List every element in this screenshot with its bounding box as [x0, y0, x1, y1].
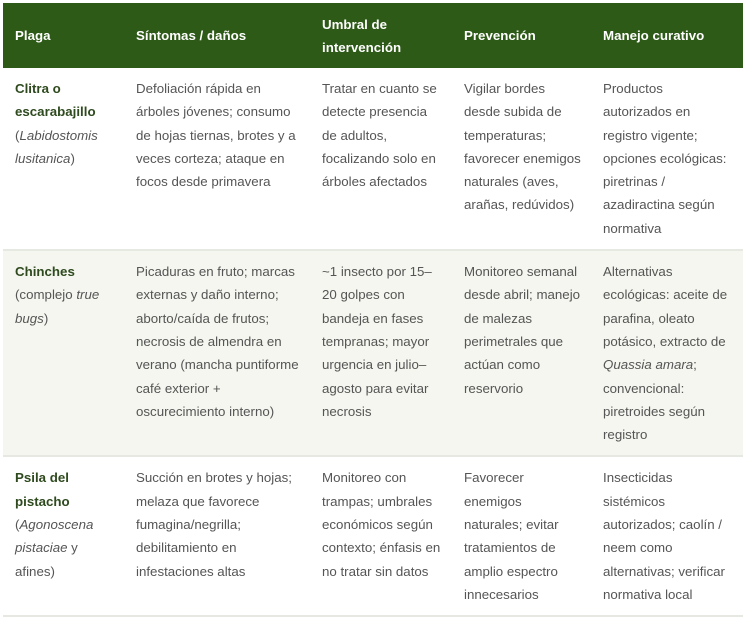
- pest-management-table: Plaga Síntomas / daños Umbral de intervenc…: [3, 3, 743, 618]
- cell-text: ; convencional: piretroides según regist…: [603, 357, 706, 443]
- cell-sintomas: Succión en brotes y hojas; melaza que fa…: [124, 456, 310, 618]
- cell-text: Productos autorizados en registro vigent…: [603, 81, 727, 236]
- cell-text: Insecticidas sistémicos autorizados; cao…: [603, 470, 725, 602]
- cell-text: Succión en brotes y hojas; melaza que fa…: [136, 470, 292, 579]
- pest-name: Clitra o escarabajillo: [15, 81, 96, 120]
- cell-text: y afines): [15, 540, 78, 579]
- cell-prevencion: Favorecer enemigos naturales; evitar tra…: [452, 456, 591, 618]
- cell-plaga: Chinches (complejo true bugs): [3, 250, 124, 458]
- cell-text: Vigilar bordes desde subida de temperatu…: [464, 81, 581, 213]
- cell-text: (: [15, 517, 20, 533]
- table-row: Chinches (complejo true bugs) Picaduras e…: [3, 250, 743, 458]
- cell-prevencion: Monitoreo semanal desde abril; manejo de…: [452, 250, 591, 458]
- scientific-name: Agonoscena pistaciae: [15, 517, 94, 556]
- cell-manejo: Productos autorizados en registro vigent…: [591, 68, 743, 252]
- cell-text: ): [70, 150, 75, 166]
- column-header-manejo: Manejo curativo: [603, 28, 705, 43]
- cell-text: Defoliación rápida en árboles jóvenes; c…: [136, 81, 296, 190]
- cell-umbral: ~1 insecto por 15–20 golpes con bandeja …: [310, 250, 452, 458]
- cell-manejo: Alternativas ecológicas: aceite de paraf…: [591, 250, 743, 458]
- pest-name: Chinches: [15, 264, 75, 280]
- scientific-name: true bugs: [15, 287, 100, 326]
- cell-text: Monitoreo con trampas; umbrales económic…: [322, 470, 441, 579]
- cell-text: ~1 insecto por 15–20 golpes con bandeja …: [322, 264, 432, 419]
- pest-name: Psila del pistacho: [15, 470, 70, 509]
- table-row: Psila del pistacho (Agonoscena pistaciae…: [3, 456, 743, 618]
- column-header-sintomas: Síntomas / daños: [136, 28, 247, 43]
- cell-text: ): [43, 310, 49, 326]
- table-header-row: Plaga Síntomas / daños Umbral de intervenc…: [3, 3, 743, 68]
- cell-text: Favorecer enemigos naturales; evitar tra…: [464, 470, 559, 602]
- table-row: Clitra o escarabajillo (Labidostomis lus…: [3, 68, 743, 252]
- cell-plaga: Psila del pistacho (Agonoscena pistaciae…: [3, 456, 124, 618]
- column-header-umbral: Umbral de intervención: [322, 16, 402, 55]
- cell-text: (: [15, 127, 20, 143]
- cell-text: Monitoreo semanal desde abril; manejo de…: [464, 264, 581, 396]
- scientific-name: Labidostomis lusitanica: [15, 127, 98, 166]
- cell-umbral: Monitoreo con trampas; umbrales económic…: [310, 456, 452, 618]
- cell-text: Picaduras en fruto; marcas externas y da…: [136, 264, 299, 419]
- cell-plaga: Clitra o escarabajillo (Labidostomis lus…: [3, 68, 124, 252]
- cell-sintomas: Picaduras en fruto; marcas externas y da…: [124, 250, 310, 458]
- cell-manejo: Insecticidas sistémicos autorizados; cao…: [591, 456, 743, 618]
- cell-text: Tratar en cuanto se detecte presencia de…: [322, 81, 437, 190]
- cell-text: (complejo: [15, 287, 77, 303]
- column-header-plaga: Plaga: [15, 28, 51, 43]
- cell-umbral: Tratar en cuanto se detecte presencia de…: [310, 68, 452, 252]
- cell-prevencion: Vigilar bordes desde subida de temperatu…: [452, 68, 591, 252]
- scientific-name: Quassia amara: [603, 357, 694, 373]
- column-header-prevencion: Prevención: [464, 28, 536, 43]
- cell-text: Alternativas ecológicas: aceite de paraf…: [603, 264, 728, 349]
- cell-sintomas: Defoliación rápida en árboles jóvenes; c…: [124, 68, 310, 252]
